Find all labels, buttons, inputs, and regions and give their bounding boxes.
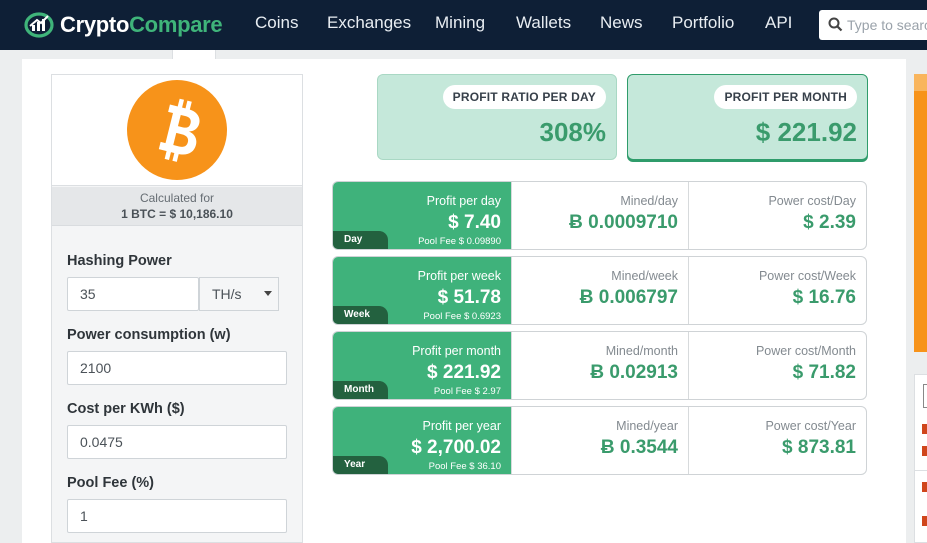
chevron-down-icon: [264, 291, 272, 296]
profit-month-value: $ 221.92: [755, 117, 857, 147]
pool-fee-value: Pool Fee $ 0.6923: [423, 311, 501, 322]
mined-label: Mined/year: [616, 419, 678, 433]
period-tag: Week: [333, 306, 388, 324]
profit-value: $ 2,700.02: [411, 437, 501, 458]
hashing-power-input[interactable]: 35: [67, 277, 199, 311]
power-cost-value: $ 873.81: [782, 437, 856, 458]
nav-exchanges[interactable]: Exchanges: [327, 13, 412, 32]
cryptocompare-logo-icon: [24, 12, 54, 38]
hashing-unit-value: TH/s: [212, 286, 242, 302]
table-row: Profit per day $ 7.40 Pool Fee $ 0.09890…: [332, 181, 867, 250]
nav-coins[interactable]: Coins: [255, 13, 299, 32]
hashing-power-label: Hashing Power: [67, 253, 172, 269]
bitcoin-icon: [127, 80, 227, 180]
profit-label: Profit per week: [417, 269, 501, 283]
profit-cell: Profit per week $ 51.78 Pool Fee $ 0.692…: [333, 257, 511, 324]
power-cost-label: Power cost/Month: [755, 344, 856, 358]
pool-fee-label: Pool Fee (%): [67, 475, 155, 491]
side-panel-marker: [922, 516, 927, 526]
power-consumption-label: Power consumption (w): [67, 327, 231, 343]
search-input[interactable]: [847, 15, 927, 35]
active-tab[interactable]: [172, 50, 216, 59]
side-panel-divider: [914, 470, 927, 471]
mined-value: Ƀ 0.0009710: [569, 212, 678, 233]
cost-per-kwh-input[interactable]: 0.0475: [67, 425, 287, 459]
side-panel-control[interactable]: [923, 384, 927, 408]
power-cost-value: $ 2.39: [803, 212, 856, 233]
nav-wallets[interactable]: Wallets: [516, 13, 572, 32]
pool-fee-input[interactable]: 1: [67, 499, 287, 533]
side-panel-marker: [922, 446, 927, 456]
profit-label: Profit per day: [426, 194, 501, 208]
profit-value: $ 7.40: [448, 212, 501, 233]
profit-month-label: PROFIT PER MONTH: [714, 85, 857, 109]
mined-cell: Mined/week Ƀ 0.006797: [511, 257, 688, 324]
nav-api[interactable]: API: [765, 13, 793, 32]
nav-portfolio[interactable]: Portfolio: [672, 13, 735, 32]
power-cost-value: $ 71.82: [792, 362, 856, 383]
hashing-unit-select[interactable]: TH/s: [199, 277, 279, 311]
power-consumption-input[interactable]: 2100: [67, 351, 287, 385]
pool-fee-value: Pool Fee $ 0.09890: [418, 236, 501, 247]
power-cost-label: Power cost/Day: [768, 194, 856, 208]
profit-label: Profit per year: [422, 419, 501, 433]
cost-per-kwh-label: Cost per KWh ($): [67, 401, 185, 417]
calculated-for-label: Calculated for: [139, 191, 215, 205]
mined-label: Mined/month: [605, 344, 678, 358]
power-cost-value: $ 16.76: [792, 287, 856, 308]
power-cost-cell: Power cost/Week $ 16.76: [688, 257, 866, 324]
profit-month-box: PROFIT PER MONTH $ 221.92: [627, 74, 868, 160]
profit-ratio-label: PROFIT RATIO PER DAY: [442, 85, 606, 109]
logo-text-part1: Crypto: [60, 12, 130, 37]
calculated-for-box: Calculated for 1 BTC = $ 10,186.10: [52, 187, 302, 226]
power-cost-cell: Power cost/Day $ 2.39: [688, 182, 866, 249]
btc-price-value: 1 BTC = $ 10,186.10: [121, 207, 233, 221]
profit-value: $ 221.92: [427, 362, 501, 383]
mined-cell: Mined/year Ƀ 0.3544: [511, 407, 688, 474]
power-cost-cell: Power cost/Month $ 71.82: [688, 332, 866, 399]
side-panel-marker: [922, 424, 927, 434]
mined-label: Mined/week: [611, 269, 678, 283]
site-logo[interactable]: CryptoCompare: [24, 10, 223, 40]
profit-cell: Profit per month $ 221.92 Pool Fee $ 2.9…: [333, 332, 511, 399]
power-cost-cell: Power cost/Year $ 873.81: [688, 407, 866, 474]
mined-label: Mined/day: [620, 194, 678, 208]
nav-news[interactable]: News: [600, 13, 643, 32]
mined-cell: Mined/day Ƀ 0.0009710: [511, 182, 688, 249]
top-navbar: CryptoCompare Coins Exchanges Mining Wal…: [0, 0, 927, 50]
power-cost-label: Power cost/Week: [758, 269, 856, 283]
table-row: Profit per week $ 51.78 Pool Fee $ 0.692…: [332, 256, 867, 325]
side-panel-marker: [922, 482, 927, 492]
side-banner-header: [914, 74, 927, 91]
profit-cell: Profit per year $ 2,700.02 Pool Fee $ 36…: [333, 407, 511, 474]
nav-mining[interactable]: Mining: [435, 13, 486, 32]
profit-value: $ 51.78: [437, 287, 501, 308]
side-banner[interactable]: [914, 74, 927, 352]
power-cost-label: Power cost/Year: [765, 419, 856, 433]
table-row: Profit per month $ 221.92 Pool Fee $ 2.9…: [332, 331, 867, 400]
mined-value: Ƀ 0.006797: [579, 287, 678, 308]
pool-fee-value: Pool Fee $ 36.10: [428, 461, 501, 472]
logo-text-part2: Compare: [129, 12, 223, 37]
mined-cell: Mined/month Ƀ 0.02913: [511, 332, 688, 399]
profit-ratio-value: 308%: [539, 117, 607, 147]
pool-fee-value: Pool Fee $ 2.97: [433, 386, 501, 397]
calculator-card: Calculated for 1 BTC = $ 10,186.10 Hashi…: [51, 74, 303, 543]
period-tag: Month: [333, 381, 388, 399]
profit-cell: Profit per day $ 7.40 Pool Fee $ 0.09890…: [333, 182, 511, 249]
mined-value: Ƀ 0.3544: [600, 437, 678, 458]
coin-logo-area: [52, 75, 302, 186]
search-box[interactable]: [819, 10, 927, 40]
table-row: Profit per year $ 2,700.02 Pool Fee $ 36…: [332, 406, 867, 475]
search-icon: [828, 17, 843, 32]
profit-ratio-box: PROFIT RATIO PER DAY 308%: [377, 74, 617, 160]
mined-value: Ƀ 0.02913: [590, 362, 678, 383]
period-tag: Day: [333, 231, 388, 249]
period-tag: Year: [333, 456, 388, 474]
profit-label: Profit per month: [412, 344, 501, 358]
tab-strip: [0, 50, 927, 59]
